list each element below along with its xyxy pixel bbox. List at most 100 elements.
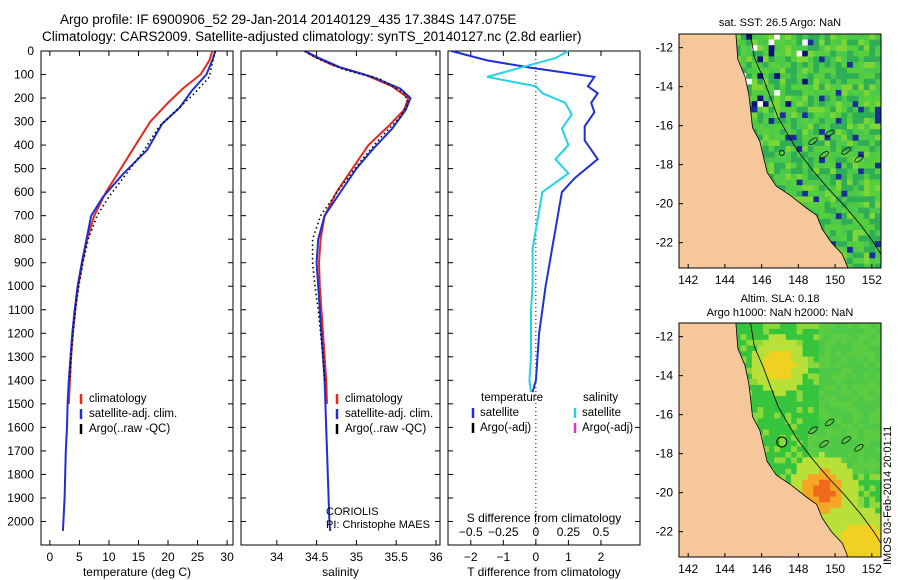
map-cell [779,440,786,447]
map-cell [841,457,848,464]
map-cell [835,362,842,369]
map-cell [847,224,853,231]
map-cell [807,435,814,441]
map-cell [830,435,837,441]
map-cell [785,140,792,147]
map-cell [819,207,825,214]
map-cell [779,134,786,141]
map-cell [841,123,848,130]
map-cell [813,334,820,341]
map-cell [746,379,753,385]
map-cell [824,213,831,220]
footer-stamp: IMOS 03-Feb-2014 20:01:11 [882,426,894,565]
map-cell [858,190,865,197]
map-cell [835,491,842,497]
map-cell [852,339,859,346]
map-cell [791,362,797,369]
map-cell [768,356,775,363]
map-cell [869,552,876,557]
map-cell [869,84,876,91]
map-cell [774,106,781,113]
map-cell [830,39,837,46]
map-cell [751,362,758,369]
map-cell [807,62,814,68]
map-cell [858,218,865,225]
map-cell [830,339,837,346]
map-cell [841,451,848,458]
map-cell [863,213,870,220]
map-cell [835,241,842,248]
map-cell [819,463,825,469]
map-cell [875,530,881,537]
map-cell [869,541,876,548]
map-cell [847,39,853,46]
map-cell [863,62,870,68]
map-cell [746,73,753,80]
map-cell [863,423,870,430]
map-cell [824,140,831,147]
map-cell [841,323,848,329]
map-cell [779,45,786,52]
top-axis-label: S difference from climatology [467,511,622,525]
map-cell [847,463,853,469]
map-cell [768,339,775,346]
map-cell [852,423,859,430]
map-cell [802,479,809,486]
map-cell [841,174,848,180]
map-cell [824,384,831,391]
x-tick-label: 36 [429,550,443,564]
map-cell [869,339,876,346]
map-cell [835,112,842,119]
map-cell [813,479,820,486]
map-cell [852,451,859,458]
map-cell [830,106,837,113]
map-cell [835,106,842,113]
map-cell [796,328,803,335]
map-cell [819,435,825,441]
map-cell [807,106,814,113]
map-cell [746,78,753,85]
map-cell [835,390,842,397]
map-cell [830,407,837,413]
map-cell [796,56,803,63]
map-cell [847,106,853,113]
map-cell [841,106,848,113]
map-cell [819,334,825,341]
map-cell [774,379,781,385]
map-cell [746,56,753,63]
map-cell [852,362,859,369]
map-cell [802,356,809,363]
map-cell [841,157,848,164]
map-cell [863,435,870,441]
map-cell [802,474,809,481]
map-cell [841,384,848,391]
map-cell [774,39,781,46]
map-cell [841,407,848,413]
map-cell [768,345,775,352]
map-cell [807,90,814,96]
map-cell [751,367,758,374]
map-cell [841,241,848,248]
map-cell [863,513,870,520]
x-tick-label: 35.5 [385,550,409,564]
map-cell [869,507,876,514]
map-cell [824,134,831,141]
map-cell [847,418,853,425]
map-cell [875,373,881,380]
map-cell [807,39,814,46]
map-cell [774,140,781,147]
map-cell [830,457,837,464]
map-cell [802,95,809,102]
map-cell [835,479,842,486]
map-cell [847,258,853,264]
map-cell [763,78,769,85]
map-cell [763,339,769,346]
map-cell [824,146,831,152]
map-cell [847,185,853,192]
map-cell [751,45,758,52]
map-cell [841,146,848,152]
map-cell [847,351,853,357]
map-cell [824,390,831,397]
map-cell [835,339,842,346]
map-cell [858,118,865,124]
